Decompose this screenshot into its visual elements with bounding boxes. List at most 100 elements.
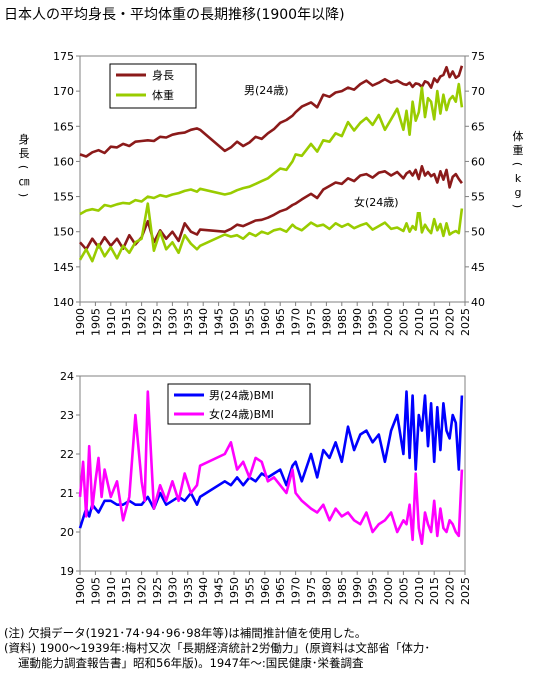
legend-label-weight: 体重: [152, 88, 174, 102]
y2-tick-label: 75: [471, 50, 485, 63]
y2-tick-label: 70: [471, 85, 485, 98]
y-tick-label: 175: [53, 50, 74, 63]
height-weight-chart: 140 145 150 155 160 165 170 175 40 45 50 55 60 65 70 75…: [17, 50, 524, 336]
note-source-2: 運動能力調査報告書」昭和56年版)。1947年～:国民健康･栄養調査: [18, 656, 364, 670]
x-tick-label: 2025: [459, 577, 472, 605]
x-tick-label: 1975: [305, 577, 318, 605]
x-tick-label: 2015: [428, 308, 441, 336]
y-tick-label: 165: [53, 120, 74, 133]
y-tick-label: 145: [53, 261, 74, 274]
x-tick-label: 1955: [243, 577, 256, 605]
y2-axis-label-char: (: [511, 162, 524, 166]
x-tick-label: 1945: [213, 577, 226, 605]
x-tick-label: 1990: [351, 308, 364, 336]
plot-frame: [79, 55, 466, 303]
x-tick-label: 1930: [166, 577, 179, 605]
x-tick-label: 2010: [413, 577, 426, 605]
y-tick-label: 140: [53, 296, 74, 309]
x-tick-label: 1900: [74, 577, 87, 605]
annotation-bg-female: [350, 190, 426, 212]
y-tick-label: 20: [60, 526, 74, 539]
y-tick-label: 21: [60, 487, 74, 500]
y2-tick-label: 45: [471, 261, 485, 274]
x-tick-label: 1975: [305, 308, 318, 336]
legend-label-female: 女(24歳)BMI: [209, 407, 274, 421]
y2-axis-label-char: 体: [513, 129, 524, 143]
x-tick-label: 1920: [136, 308, 149, 336]
note-source-1: (資料) 1900～1939年:梅村又次「長期経済統計2労働力」(原資料は文部省…: [4, 641, 431, 655]
y2-axis-label-char: g: [515, 186, 522, 199]
x-tick-label: 1970: [290, 308, 303, 336]
y-tick-label: 24: [60, 370, 74, 383]
y-axis-label-char: 身: [19, 132, 30, 146]
x-tick-label: 1955: [243, 308, 256, 336]
y2-axis-label-char: 重: [513, 143, 524, 157]
x-tick-label: 1915: [120, 308, 133, 336]
x-tick-label: 2015: [428, 577, 441, 605]
x-tick-label: 1995: [367, 577, 380, 605]
x-tick-label: 2005: [397, 308, 410, 336]
annotation-male: 男(24歳): [244, 84, 289, 97]
x-tick-label: 1960: [259, 308, 272, 336]
x-tick-label: 1970: [290, 577, 303, 605]
x-tick-label: 1935: [182, 577, 195, 605]
y-tick-label: 155: [53, 191, 74, 204]
x-tick-label: 2020: [444, 577, 457, 605]
x-tick-label: 2025: [459, 308, 472, 336]
y2-tick-label: 55: [471, 191, 485, 204]
x-tick-label: 2005: [397, 577, 410, 605]
legend-label-height: 身長: [152, 68, 174, 82]
y2-axis-label-char: k: [515, 172, 522, 185]
height-line-male: [79, 65, 464, 158]
y2-tick-label: 40: [471, 296, 485, 309]
legend-box: [167, 383, 311, 425]
x-tick-label: 1940: [197, 577, 210, 605]
bmi-line-female: [78, 390, 464, 545]
y2-tick-label: 50: [471, 226, 485, 239]
x-tick-label: 1935: [182, 308, 195, 336]
y-axis-label: 身長 (㎝): [17, 132, 30, 197]
x-tick-label: 1910: [105, 308, 118, 336]
y2-axis-label-char: ): [511, 204, 524, 208]
x-tick-label: 1995: [367, 308, 380, 336]
weight-line-female: [78, 202, 464, 263]
x-tick-label: 2000: [382, 308, 395, 336]
x-tick-label: 1915: [120, 577, 133, 605]
notes: (注) 欠損データ(1921･74･94･96･98年等)は補間推計値を使用した…: [4, 626, 430, 671]
x-tick-label: 1925: [151, 577, 164, 605]
x-tick-label: 1945: [213, 308, 226, 336]
legend-label-male: 男(24歳)BMI: [209, 389, 274, 402]
y-tick-label: 150: [53, 226, 74, 239]
x-tick-label: 1900: [74, 308, 87, 336]
plot-frame: [79, 375, 466, 572]
y-axis-label-char: ): [17, 193, 30, 197]
weight-line-male: [79, 82, 464, 216]
x-tick-label: 1940: [197, 308, 210, 336]
y-axis-label-char: 長: [19, 147, 30, 160]
y-tick-label: 19: [60, 565, 74, 578]
y-tick-label: 22: [60, 448, 74, 461]
x-tick-label: 1985: [336, 577, 349, 605]
y-axis-label-char: ㎝: [19, 175, 30, 188]
x-tick-label: 1950: [228, 308, 241, 336]
page-title: 日本人の平均身長・平均体重の長期推移(1900年以降): [4, 7, 345, 23]
x-tick-label: 1920: [136, 577, 149, 605]
x-tick-label: 1980: [320, 577, 333, 605]
y-tick-label: 170: [53, 85, 74, 98]
x-tick-label: 1905: [89, 577, 102, 605]
x-tick-label: 1910: [105, 577, 118, 605]
x-tick-label: 2000: [382, 577, 395, 605]
annotation-female: 女(24歳): [354, 195, 399, 209]
x-tick-label: 1965: [274, 577, 287, 605]
x-tick-label: 2010: [413, 308, 426, 336]
y-tick-label: 160: [53, 155, 74, 168]
x-tick-label: 1980: [320, 308, 333, 336]
legend-box: [109, 63, 197, 109]
y2-tick-label: 65: [471, 120, 485, 133]
x-tick-label: 1985: [336, 308, 349, 336]
x-tick-label: 1990: [351, 577, 364, 605]
x-tick-label: 1925: [151, 308, 164, 336]
x-tick-label: 1905: [89, 308, 102, 336]
y2-tick-label: 60: [471, 155, 485, 168]
